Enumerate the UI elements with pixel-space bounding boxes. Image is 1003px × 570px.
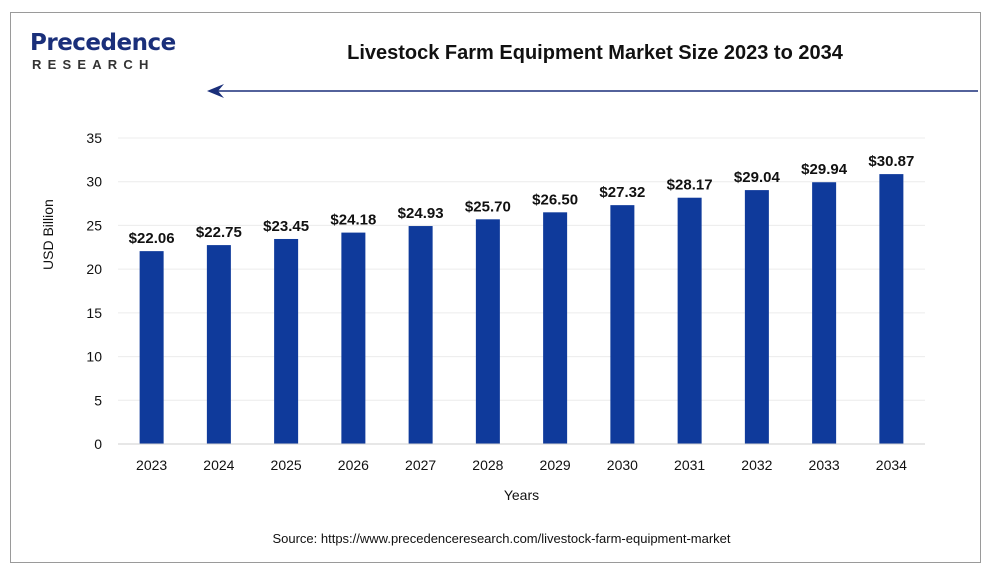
chart-title: Livestock Farm Equipment Market Size 202…	[347, 42, 843, 64]
bar-2034	[879, 174, 904, 444]
logo-name: recedence	[46, 30, 176, 56]
y-tick-label: 35	[86, 130, 102, 146]
y-tick-label: 0	[94, 436, 102, 452]
bar-2023	[139, 251, 164, 444]
x-axis-label: Years	[504, 487, 539, 503]
grid-lines	[118, 137, 925, 445]
data-label-2032: $29.04	[734, 169, 781, 186]
y-tick-labels: 0 5 10 15 20 25 30 35	[86, 130, 102, 452]
x-tick-label-2032: 2032	[741, 457, 772, 473]
bar-2031	[677, 197, 702, 444]
precedence-research-logo: Precedence RESEARCH	[30, 30, 180, 78]
bars	[139, 174, 904, 444]
y-tick-label: 25	[86, 217, 102, 233]
x-tick-labels: 2023 2024 2025 2026 2027 2028 2029 2030 2031 2032…	[136, 457, 907, 473]
arrow-left-icon	[207, 84, 224, 98]
y-tick-label: 15	[86, 305, 102, 321]
x-tick-label-2024: 2024	[203, 457, 234, 473]
data-label-2034: $30.87	[868, 153, 914, 170]
x-tick-label-2029: 2029	[540, 457, 571, 473]
data-label-2025: $23.45	[263, 218, 309, 235]
y-tick-label: 30	[86, 174, 102, 190]
bar-2033	[812, 182, 837, 444]
data-label-2026: $24.18	[330, 212, 376, 229]
data-label-2030: $27.32	[599, 184, 645, 201]
data-label-2027: $24.93	[398, 205, 444, 222]
x-tick-label-2026: 2026	[338, 457, 369, 473]
data-label-2031: $28.17	[667, 177, 713, 194]
bar-2024	[206, 245, 231, 444]
data-label-2023: $22.06	[129, 230, 175, 247]
data-label-2029: $26.50	[532, 191, 578, 208]
x-tick-label-2034: 2034	[876, 457, 907, 473]
data-labels: $22.06 $22.75 $23.45 $24.18 $24.93 $25.70 $26.…	[129, 153, 915, 247]
data-label-2033: $29.94	[801, 161, 848, 178]
bar-2025	[274, 238, 299, 444]
x-tick-label-2031: 2031	[674, 457, 705, 473]
bar-2028	[475, 219, 500, 444]
x-tick-label-2033: 2033	[809, 457, 840, 473]
logo-initial: P	[30, 30, 47, 56]
y-tick-label: 10	[86, 349, 102, 365]
bar-2030	[610, 205, 635, 444]
data-label-2028: $25.70	[465, 198, 511, 215]
y-tick-label: 20	[86, 261, 102, 277]
data-label-2024: $22.75	[196, 224, 242, 241]
bar-2029	[543, 212, 568, 444]
bar-2026	[341, 232, 366, 444]
source-note: Source: https://www.precedenceresearch.c…	[272, 531, 731, 546]
logo-subtitle: RESEARCH	[32, 57, 155, 72]
x-tick-label-2030: 2030	[607, 457, 638, 473]
y-tick-label: 5	[94, 392, 102, 408]
x-tick-label-2027: 2027	[405, 457, 436, 473]
x-tick-label-2023: 2023	[136, 457, 167, 473]
logo-wordmark: Precedence	[30, 30, 176, 56]
bar-2027	[408, 226, 433, 444]
x-tick-label-2025: 2025	[271, 457, 302, 473]
x-tick-label-2028: 2028	[472, 457, 503, 473]
y-axis-label: USD Billion	[40, 199, 56, 270]
bar-2032	[744, 190, 769, 444]
